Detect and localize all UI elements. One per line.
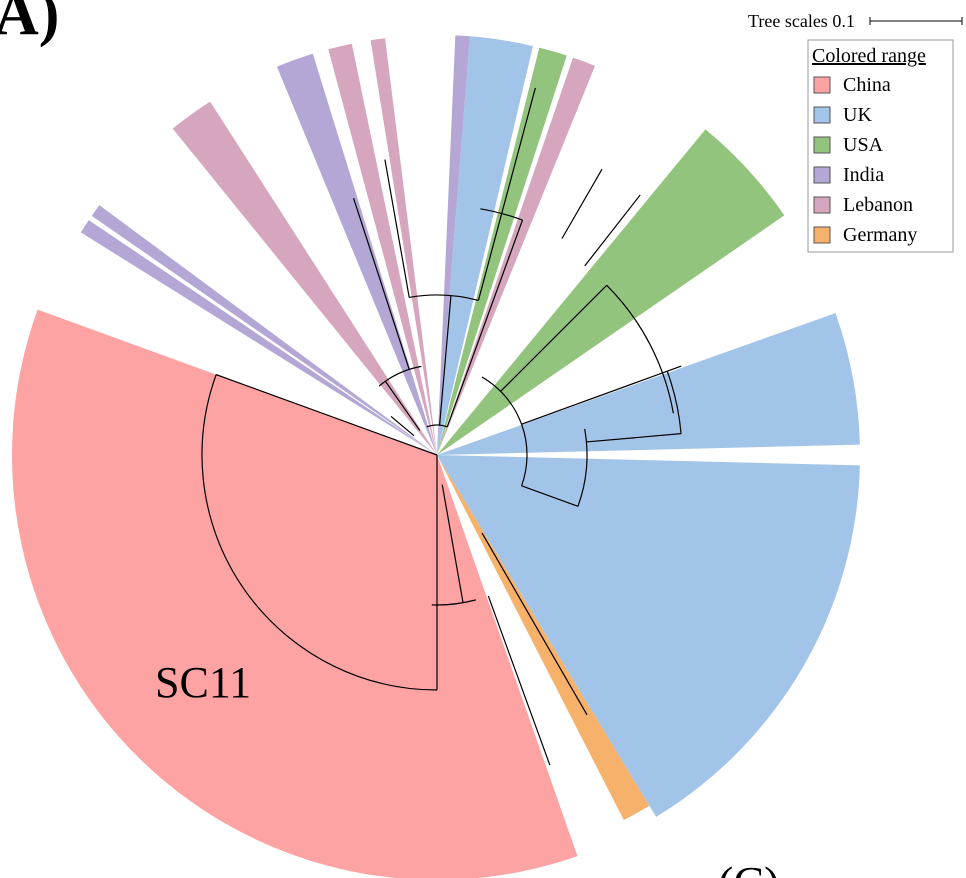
branch xyxy=(439,295,452,426)
branch xyxy=(487,595,551,766)
branch xyxy=(215,374,438,456)
branch-arc xyxy=(431,599,476,606)
tree-branches xyxy=(201,87,682,766)
branch-arc xyxy=(201,374,438,691)
colored-range xyxy=(91,205,438,455)
legend-swatch xyxy=(813,136,831,154)
colored-range xyxy=(437,47,567,456)
colored-range xyxy=(437,129,785,455)
branch xyxy=(441,484,464,603)
branch xyxy=(446,219,524,428)
clade-label: SC11 xyxy=(155,658,251,707)
colored-range xyxy=(172,101,438,456)
legend-label: Lebanon xyxy=(843,194,913,216)
branch-arc xyxy=(666,370,682,434)
legend-title: Colored range xyxy=(812,45,926,67)
colored-range xyxy=(370,38,437,456)
legend-swatch xyxy=(813,166,831,184)
branch xyxy=(521,365,682,425)
next-panel-label: (C) xyxy=(718,857,779,878)
legend-swatch xyxy=(813,106,831,124)
colored-range xyxy=(437,313,860,455)
branch xyxy=(384,159,410,298)
branch xyxy=(481,532,588,716)
colored-range xyxy=(276,53,437,456)
colored-range xyxy=(437,35,470,455)
branch xyxy=(584,194,641,267)
legend-label: India xyxy=(843,164,884,186)
branch xyxy=(500,284,608,392)
branch-arc xyxy=(378,365,422,387)
scale-bar xyxy=(869,17,963,25)
colored-range xyxy=(437,57,596,455)
branch-arc xyxy=(577,428,588,507)
legend: Colored range China UK USA India Lebanon Germ… xyxy=(807,39,954,253)
branch-arc xyxy=(409,294,479,302)
branch xyxy=(586,433,682,443)
branch xyxy=(352,198,410,370)
colored-ranges xyxy=(12,35,860,878)
legend-swatch xyxy=(813,196,831,214)
colored-range xyxy=(437,455,860,817)
legend-swatch xyxy=(813,76,831,94)
legend-label: China xyxy=(843,74,891,96)
legend-swatch xyxy=(813,226,831,244)
branch xyxy=(521,485,579,507)
branch xyxy=(384,380,421,431)
branch-arc xyxy=(606,284,674,414)
branch xyxy=(477,87,536,301)
branch xyxy=(390,415,415,437)
legend-label: Germany xyxy=(843,224,917,246)
branch xyxy=(561,168,603,239)
legend-label: USA xyxy=(843,134,884,156)
colored-range xyxy=(437,36,533,456)
branch-arc xyxy=(426,424,448,428)
colored-range xyxy=(12,309,578,878)
legend-box xyxy=(807,39,954,253)
scale-label: Tree scales 0.1 xyxy=(748,11,855,31)
colored-range xyxy=(80,220,438,455)
colored-range xyxy=(328,43,437,456)
legend-label: UK xyxy=(843,104,872,126)
branch-arc xyxy=(481,376,528,486)
panel-label: A) xyxy=(0,0,59,48)
